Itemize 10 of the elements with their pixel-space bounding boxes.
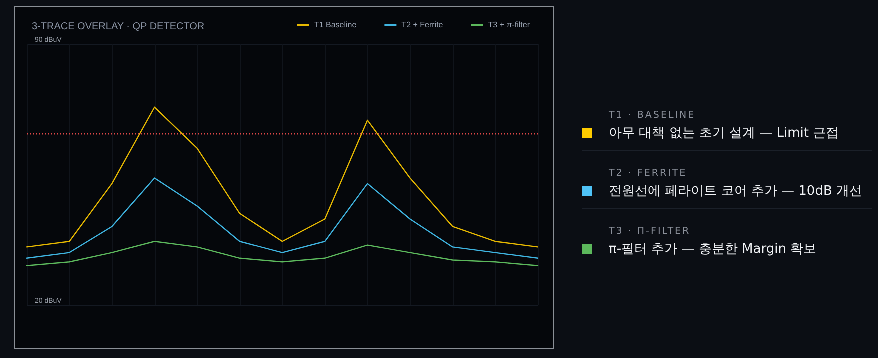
chart-title: 3-TRACE OVERLAY · QP DETECTOR [32,22,205,32]
legend-label: T3 + π-filter [488,20,530,30]
text: T3 · Π-FILTER [609,226,692,237]
legend-label: T2 + Ferrite [402,20,444,30]
text: 아무 대책 없는 초기 설계 — Limit 근접 [609,125,840,142]
legend-label: T1 Baseline [314,20,358,30]
text: T2 · FERRITE [609,168,688,179]
text: π-필터 추가 — 충분한 Margin 확보 [609,241,817,258]
text: T1 · BASELINE [609,110,697,121]
text: 전원선에 페라이트 코어 추가 — 10dB 개선 [609,183,863,200]
